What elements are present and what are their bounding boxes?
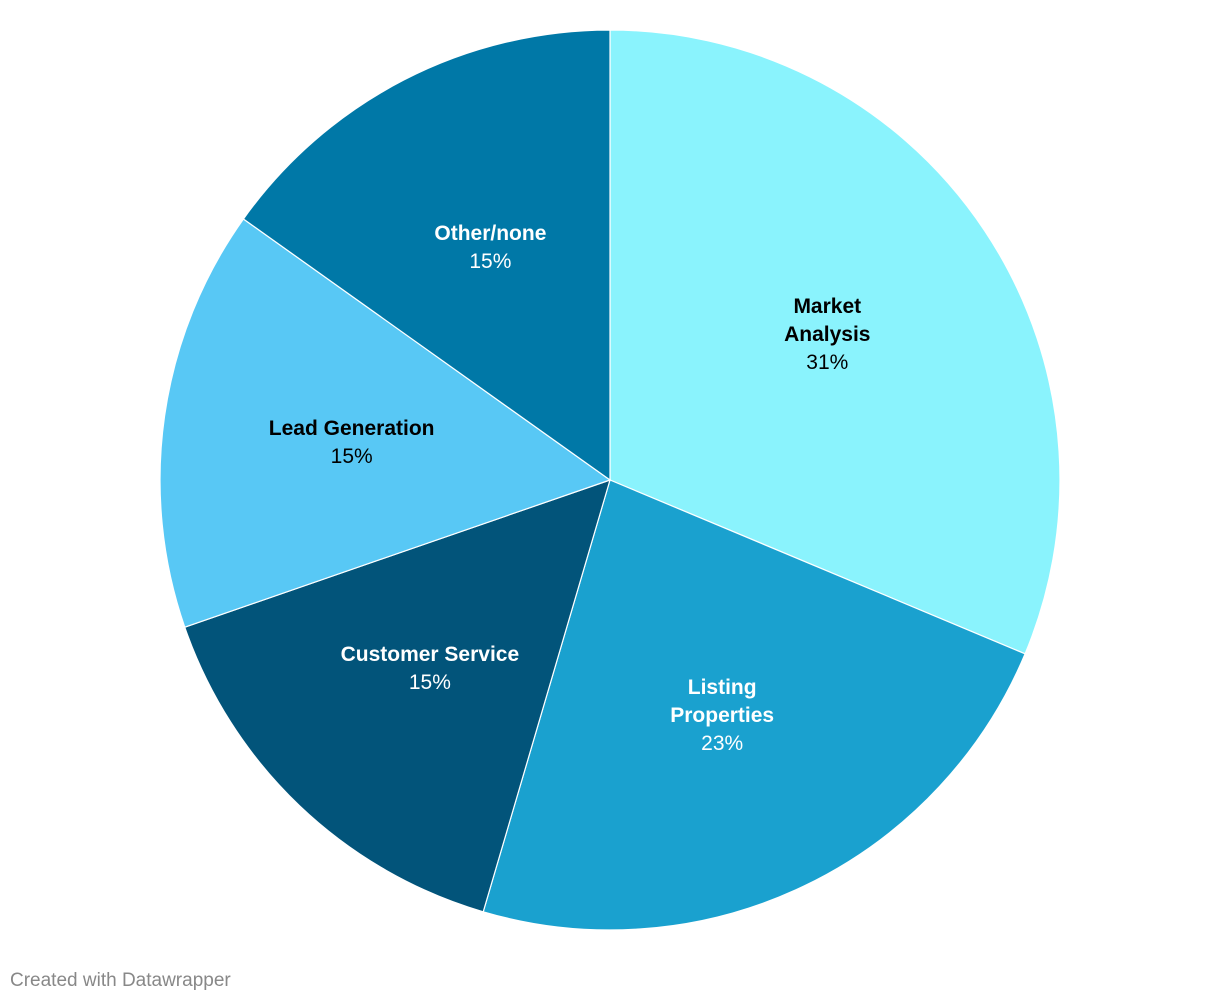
pie-slice (183, 479, 611, 913)
pie-slice (159, 218, 612, 628)
pie-slice (482, 479, 1026, 931)
slice-label: Lead Generation 15% (242, 415, 462, 471)
slice-label: Customer Service 15% (315, 641, 545, 697)
credit: Created with Datawrapper (10, 970, 231, 991)
slice-label: Other/none 15% (410, 220, 570, 276)
category-label: Other/none (434, 222, 547, 245)
slice-label: Market Analysis 31% (767, 293, 887, 377)
pie-slice (609, 29, 1061, 655)
value-label: 15% (330, 444, 373, 468)
category-label: Lead Generation (268, 416, 435, 440)
category-label: Market Analysis (784, 295, 871, 347)
value-label: 15% (408, 670, 451, 694)
category-label: Customer Service (340, 642, 520, 666)
category-label: Listing Properties (670, 675, 775, 727)
value-label: 31% (806, 351, 849, 375)
value-label: 23% (701, 731, 744, 755)
slice-label: Listing Properties 23% (652, 674, 792, 758)
value-label: 15% (469, 250, 512, 273)
pie-slice (242, 29, 611, 482)
